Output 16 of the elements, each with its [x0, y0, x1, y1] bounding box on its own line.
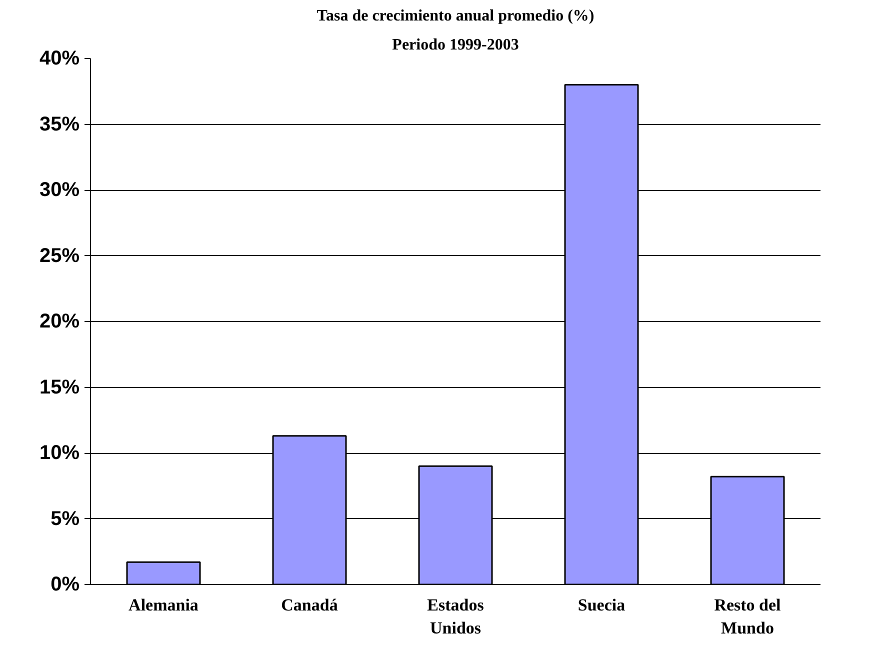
y-tick-label: 35%	[39, 113, 80, 136]
y-tick-label: 20%	[39, 310, 80, 332]
y-tick-label: 25%	[39, 244, 80, 267]
y-tick-label: 10%	[39, 442, 80, 464]
y-tick-label: 15%	[39, 376, 80, 398]
x-tick-label: Estados Unidos	[427, 596, 484, 638]
x-tick-label: Alemania	[128, 596, 199, 614]
x-tick-label: Canadá	[281, 596, 338, 614]
y-tick-label: 30%	[39, 179, 80, 201]
x-tick-label: Resto del Mundo	[714, 596, 782, 638]
y-tick-label: 40%	[39, 48, 80, 70]
chart-subtitle: Periodo 1999-2003	[392, 36, 519, 54]
y-tick-label: 5%	[50, 508, 80, 530]
x-tick-label: Suecia	[578, 596, 626, 614]
y-tick-label: 0%	[50, 574, 80, 596]
chart-title: Tasa de crecimiento anual promedio (%)	[316, 8, 594, 24]
